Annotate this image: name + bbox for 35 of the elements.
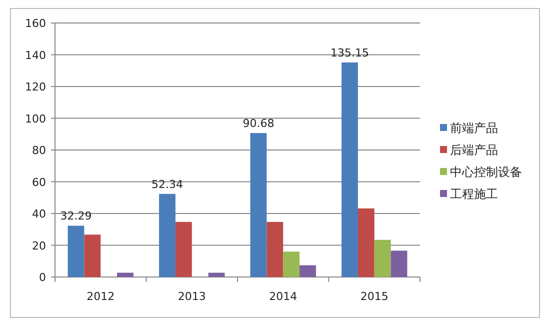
- legend-label: 工程施工: [450, 187, 498, 201]
- data-label: 135.15: [330, 46, 369, 60]
- y-tick-label: 20: [32, 239, 46, 252]
- data-label: 52.34: [151, 178, 183, 191]
- y-tick-label: 140: [25, 48, 46, 62]
- bar: [250, 133, 267, 277]
- bar: [117, 272, 134, 277]
- bar: [342, 62, 358, 277]
- x-tick-label: 2014: [269, 290, 298, 303]
- y-tick-label: 40: [32, 208, 46, 220]
- bar: [159, 194, 176, 277]
- legend-label: 中心控制设备: [450, 165, 522, 179]
- x-tick-label: 2013: [178, 290, 206, 303]
- legend-label: 后端产品: [450, 143, 498, 157]
- bar: [390, 250, 408, 277]
- bar: [84, 234, 101, 277]
- bar: [374, 240, 391, 277]
- y-tick-label: 60: [32, 176, 46, 189]
- data-label: 32.29: [60, 210, 92, 223]
- y-tick-label: 100: [25, 112, 46, 126]
- data-label: 90.68: [242, 117, 274, 130]
- bar: [300, 265, 316, 277]
- bar: [68, 226, 84, 277]
- bar: [283, 252, 300, 277]
- y-tick-label: 120: [25, 80, 46, 94]
- bar: [175, 222, 192, 277]
- y-tick-label: 80: [32, 144, 46, 157]
- bar: [266, 222, 284, 277]
- x-tick-label: 2012: [86, 290, 115, 303]
- y-tick-label: 0: [39, 271, 46, 284]
- bar: [208, 272, 225, 277]
- legend-label: 前端产品: [450, 121, 498, 135]
- bar: [358, 208, 374, 277]
- x-tick-label: 2015: [360, 290, 388, 303]
- y-tick-label: 160: [25, 17, 46, 30]
